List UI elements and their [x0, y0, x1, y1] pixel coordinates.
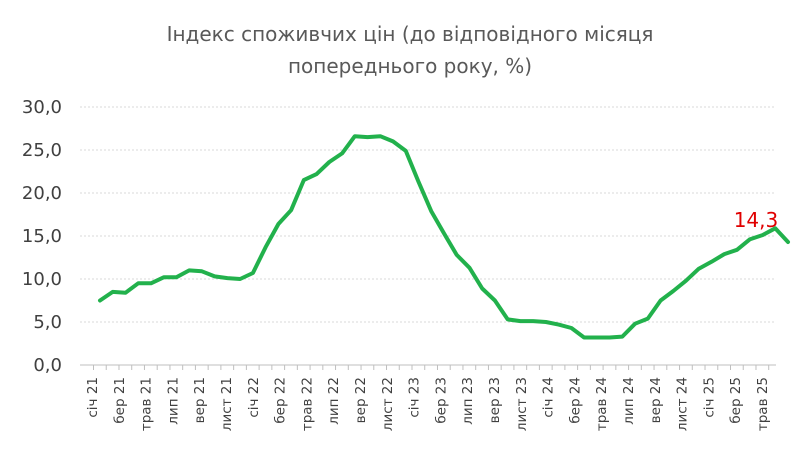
y-tick-label: 30,0	[22, 97, 62, 118]
x-tick-label: бер 23	[433, 377, 449, 424]
x-tick-label: лист 21	[219, 377, 235, 431]
x-tick-label: лип 23	[460, 377, 476, 425]
x-tick-label: трав 22	[299, 377, 315, 431]
x-tick-label: лип 24	[621, 377, 637, 425]
x-tick-label: вер 21	[192, 377, 208, 423]
x-tick-label: бер 24	[567, 377, 583, 424]
y-tick-label: 10,0	[22, 269, 62, 290]
x-tick-label: бер 21	[112, 377, 128, 424]
x-tick-label: січ 24	[541, 377, 557, 418]
y-tick-label: 20,0	[22, 183, 62, 204]
y-tick-label: 15,0	[22, 226, 62, 247]
cpi-series-line	[98, 134, 790, 340]
x-tick-label: січ 22	[246, 377, 262, 418]
y-tick-label: 0,0	[33, 355, 62, 376]
x-tick-label: лип 21	[165, 377, 181, 425]
x-tick-label: лип 22	[326, 377, 342, 425]
x-tick-label: січ 25	[701, 377, 717, 418]
x-tick-label: лист 22	[380, 377, 396, 431]
x-tick-label: трав 21	[139, 377, 155, 431]
x-tick-label: лист 23	[514, 377, 530, 431]
last-value-label: 14,3	[734, 208, 779, 232]
x-tick-label: вер 24	[648, 377, 664, 423]
y-tick-label: 5,0	[33, 312, 62, 333]
x-tick-label: лист 24	[675, 377, 691, 431]
chart-title: Індекс споживчих цін (до відповідного мі…	[80, 18, 740, 82]
x-tick-label: бер 25	[728, 377, 744, 424]
chart-title-line-2: попереднього року, %)	[287, 54, 533, 78]
x-tick-label: трав 24	[594, 377, 610, 431]
x-tick-label: трав 25	[755, 377, 771, 431]
y-tick-label: 25,0	[22, 140, 62, 161]
chart-title-line-1: Індекс споживчих цін (до відповідного мі…	[166, 22, 654, 46]
x-tick-label: бер 22	[273, 377, 289, 424]
x-tick-label: вер 23	[487, 377, 503, 423]
x-tick-label: січ 21	[85, 377, 101, 418]
x-tick-label: січ 23	[407, 377, 423, 418]
x-tick-label: вер 22	[353, 377, 369, 423]
